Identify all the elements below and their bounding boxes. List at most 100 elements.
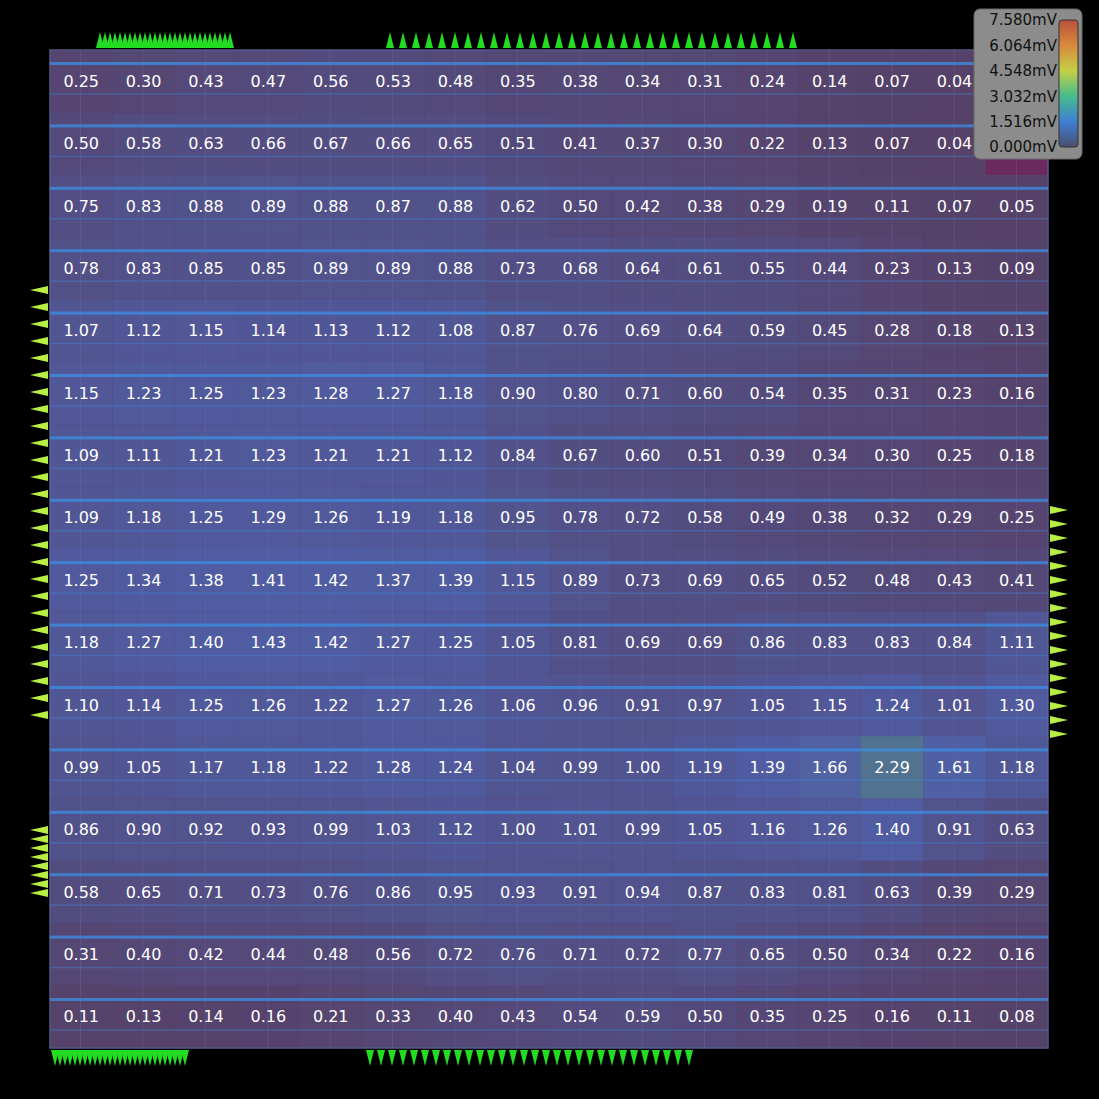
cell-label: 0.71: [562, 945, 598, 964]
cell-label: 0.89: [313, 259, 349, 278]
cell-label: 0.25: [937, 446, 973, 465]
cell-label: 0.73: [500, 259, 536, 278]
cell-label: 0.88: [313, 197, 349, 216]
cell-label: 0.39: [750, 446, 786, 465]
heat-cell: [487, 736, 549, 798]
cell-label: 0.35: [812, 384, 848, 403]
heat-cell: [112, 175, 174, 237]
pin: [30, 880, 48, 888]
rail: [50, 436, 1048, 439]
cell-label: 0.72: [438, 945, 474, 964]
heat-cell: [175, 112, 237, 174]
heat-cell: [175, 175, 237, 237]
pin: [776, 32, 784, 48]
heat-cell: [424, 923, 486, 985]
cell-label: 0.43: [188, 72, 224, 91]
heat-cell: [424, 986, 486, 1048]
pin: [30, 286, 48, 294]
cell-label: 1.26: [812, 820, 848, 839]
cell-label: 0.88: [188, 197, 224, 216]
heat-cell: [424, 362, 486, 424]
pin: [542, 32, 550, 48]
cell-label: 1.05: [687, 820, 723, 839]
cell-label: 0.87: [375, 197, 411, 216]
cell-label: 0.50: [562, 197, 598, 216]
cell-label: 0.16: [999, 945, 1035, 964]
pin: [438, 32, 446, 48]
colorbar-legend: 0.000mV1.516mV3.032mV4.548mV6.064mV7.580…: [974, 9, 1082, 159]
pin: [1050, 660, 1068, 668]
pin: [30, 473, 48, 481]
cell-label: 0.72: [625, 945, 661, 964]
cell-label: 0.54: [750, 384, 786, 403]
cell-label: 0.25: [812, 1007, 848, 1026]
cell-label: 0.33: [375, 1007, 411, 1026]
heat-cell: [487, 50, 549, 112]
cell-label: 1.66: [812, 758, 848, 777]
cell-label: 0.35: [500, 72, 536, 91]
colorbar-tick: 0.000mV: [989, 138, 1059, 156]
cell-label: 0.48: [438, 72, 474, 91]
heat-cell: [237, 175, 299, 237]
cell-label: 1.11: [999, 633, 1035, 652]
cell-label: 0.45: [812, 321, 848, 340]
rail: [50, 592, 1048, 594]
pin: [30, 835, 48, 843]
cell-label: 1.21: [313, 446, 349, 465]
heat-cell: [175, 549, 237, 611]
cell-label: 1.05: [500, 633, 536, 652]
cell-label: 0.87: [687, 883, 723, 902]
rail: [50, 218, 1048, 220]
cell-label: 1.26: [438, 696, 474, 715]
cell-label: 0.81: [812, 883, 848, 902]
cell-label: 0.99: [313, 820, 349, 839]
cell-label: 0.99: [63, 758, 99, 777]
heat-cell: [424, 611, 486, 673]
cell-label: 0.86: [375, 883, 411, 902]
heat-cell: [50, 549, 112, 611]
cell-label: 1.39: [750, 758, 786, 777]
pin: [1050, 534, 1068, 542]
pin: [30, 303, 48, 311]
pin: [30, 507, 48, 515]
cell-label: 0.56: [313, 72, 349, 91]
rail: [50, 468, 1048, 470]
cell-label: 1.01: [937, 696, 973, 715]
cell-label: 0.28: [874, 321, 910, 340]
cell-label: 1.25: [188, 696, 224, 715]
colorbar-tick: 7.580mV: [989, 11, 1059, 29]
cell-label: 1.13: [313, 321, 349, 340]
heat-cell: [50, 736, 112, 798]
heat-cell: [237, 674, 299, 736]
cell-label: 0.42: [188, 945, 224, 964]
cell-label: 0.71: [625, 384, 661, 403]
rail: [50, 93, 1048, 95]
cell-label: 0.31: [874, 384, 910, 403]
heat-cell: [112, 611, 174, 673]
pin: [529, 32, 537, 48]
pin: [487, 1050, 495, 1066]
rail: [50, 249, 1048, 252]
heat-cell: [237, 362, 299, 424]
cell-label: 0.80: [562, 384, 598, 403]
heat-cell: [50, 237, 112, 299]
heat-cell: [424, 674, 486, 736]
pin: [581, 32, 589, 48]
pin: [1050, 576, 1068, 584]
pin: [30, 439, 48, 447]
cell-label: 0.63: [999, 820, 1035, 839]
cell-label: 1.61: [937, 758, 973, 777]
pin: [30, 541, 48, 549]
cell-label: 0.53: [375, 72, 411, 91]
pin: [663, 1050, 671, 1066]
heat-cell: [237, 736, 299, 798]
rail: [50, 998, 1048, 1001]
heat-cell: [424, 424, 486, 486]
heat-cell: [300, 175, 362, 237]
cell-label: 1.41: [251, 571, 287, 590]
cell-label: 0.29: [750, 197, 786, 216]
heat-cell: [487, 175, 549, 237]
pin: [685, 32, 693, 48]
pin: [30, 405, 48, 413]
heat-cell: [112, 112, 174, 174]
